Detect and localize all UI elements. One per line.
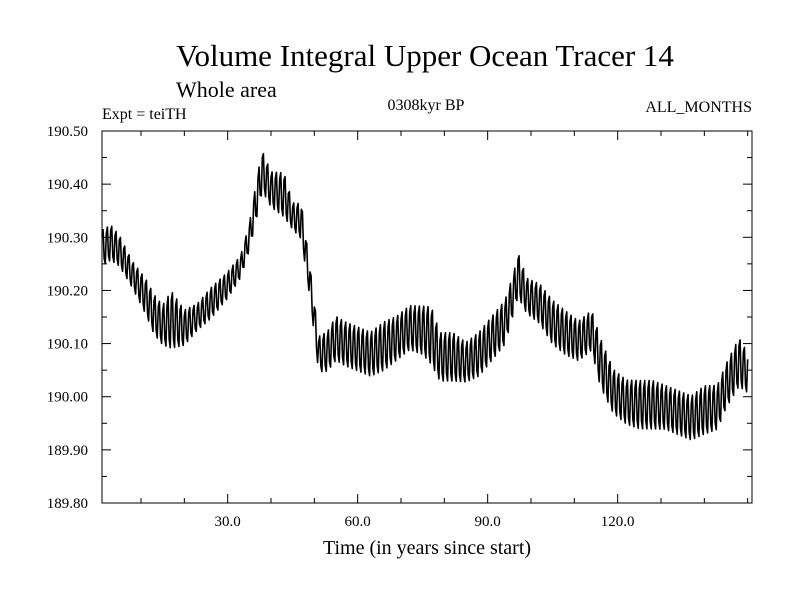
- y-tick-label: 190.40: [47, 177, 88, 193]
- x-axis-label: Time (in years since start): [323, 537, 531, 559]
- y-tick-label: 190.10: [47, 337, 88, 353]
- y-tick-label: 189.80: [47, 496, 88, 512]
- chart-subtitle: Whole area: [176, 77, 277, 102]
- y-tick-label: 190.30: [47, 230, 88, 246]
- period-label: 0308kyr BP: [388, 97, 465, 114]
- chart-title: Volume Integral Upper Ocean Tracer 14: [176, 38, 674, 73]
- x-axis: 30.0 60.0 90.0 120.0: [140, 131, 749, 530]
- series-line: [101, 152, 749, 441]
- y-tick-label: 190.20: [47, 283, 88, 299]
- y-tick-label: 189.90: [47, 443, 88, 459]
- experiment-label: Expt = teiTH: [102, 106, 187, 123]
- y-tick-label: 190.00: [47, 390, 88, 406]
- months-label: ALL_MONTHS: [645, 99, 752, 116]
- y-axis: 189.80 189.90 190.00 190.10 190.20 190.30 190.…: [47, 124, 752, 512]
- x-tick-label: 60.0: [345, 514, 371, 530]
- x-tick-label: 90.0: [475, 514, 501, 530]
- x-tick-label: 30.0: [215, 514, 241, 530]
- x-tick-label: 120.0: [601, 514, 635, 530]
- y-tick-label: 190.50: [47, 124, 88, 140]
- plot-area: [101, 130, 753, 504]
